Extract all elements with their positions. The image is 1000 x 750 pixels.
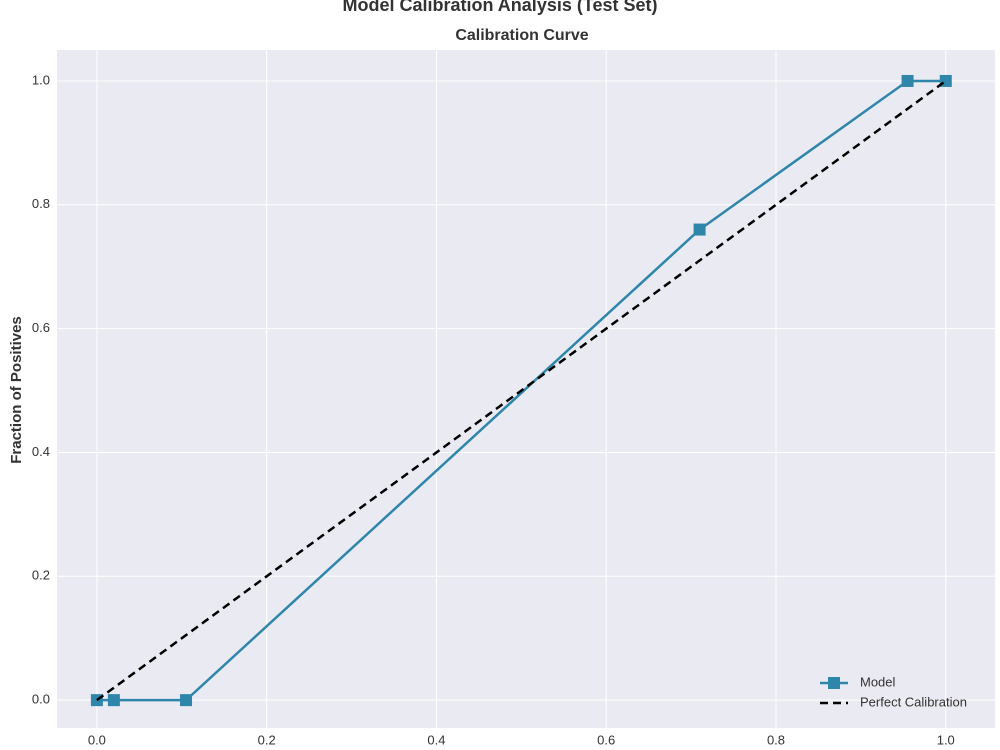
x-tick-label: 1.0 [937,732,955,747]
chart-subtitle: Calibration Curve [455,27,588,44]
y-tick-label: 1.0 [32,72,50,87]
marker [901,74,914,87]
y-tick-label: 0.8 [32,196,50,211]
marker [107,694,120,707]
legend-label: Perfect Calibration [860,694,967,709]
marker [180,694,193,707]
y-tick-label: 0.0 [32,692,50,707]
series-line [96,79,947,702]
legend-label: Model [860,674,896,689]
x-tick-label: 0.8 [767,732,785,747]
chart-title: Model Calibration Analysis (Test Set) [342,0,657,15]
legend-marker [828,677,840,689]
x-tick-label: 0.6 [597,732,615,747]
x-tick-label: 0.4 [427,732,445,747]
y-tick-label: 0.6 [32,320,50,335]
y-tick-label: 0.4 [32,444,50,459]
y-tick-label: 0.2 [32,568,50,583]
x-tick-label: 0.0 [88,732,106,747]
marker [693,223,706,236]
x-tick-label: 0.2 [258,732,276,747]
y-axis-label: Fraction of Positives [8,316,25,464]
